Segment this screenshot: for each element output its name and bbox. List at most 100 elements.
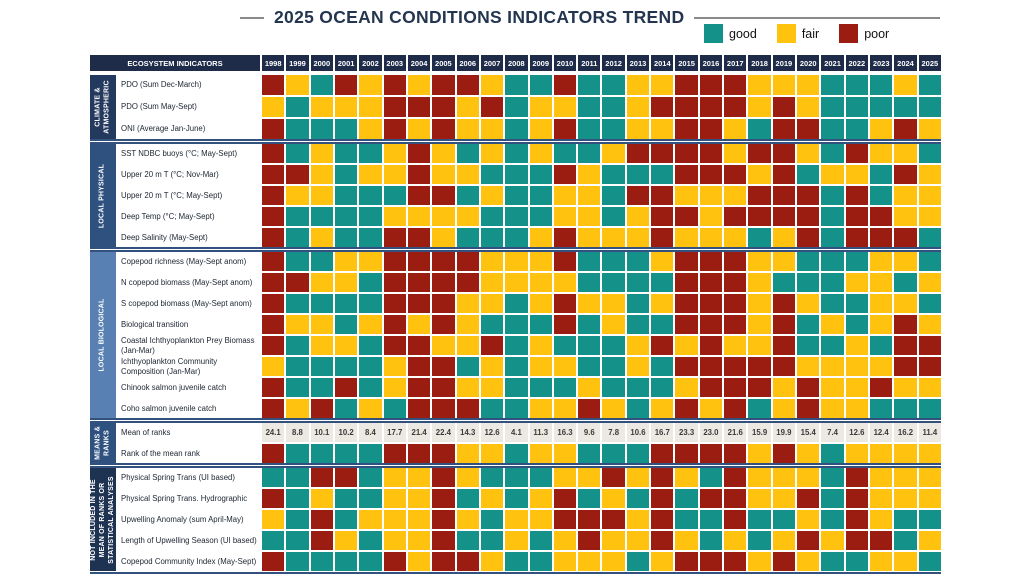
heatmap-cell-2002-good [359,552,382,571]
year-header-2001: 2001 [334,55,358,71]
heatmap-cell-2008-fair [505,531,528,550]
heatmap-cell-2005-poor [432,552,455,571]
row-label-deep-salinity-may-sept: Deep Salinity (May-Sept) [121,232,208,242]
heatmap-cell-2011-poor [578,399,601,418]
row-label-copepod-richness-may-sept-anom: Copepod richness (May-Sept anom) [121,256,247,266]
heatmap-cell-1998-poor [262,119,285,139]
heatmap-cell-2020-fair [797,294,820,313]
heatmap-cell-2002-fair [359,252,382,271]
heatmap-cell-2011-good [578,315,601,334]
mean-rank-value-2003: 17.7 [383,423,406,442]
heatmap-cell-2015-fair [675,186,698,205]
heatmap-cell-2005-poor [432,357,455,376]
heatmap-cell-2025-fair [918,186,941,205]
heatmap-cell-2022-good [845,119,869,139]
heatmap-cell-2015-fair [675,378,698,397]
mean-rank-value-2008: 4.1 [505,423,528,442]
heatmap-cell-2020-fair [797,357,820,376]
heatmap-cell-2016-poor [699,444,723,463]
heatmap-cell-2022-poor [845,144,869,163]
heatmap-cell-2001-good [334,186,358,205]
heatmap-cell-1999-good [286,252,309,271]
heatmap-cell-2010-fair [553,207,577,226]
year-header-2014: 2014 [651,55,674,71]
heatmap-cell-2024-fair [894,144,917,163]
heatmap-cell-2015-poor [675,75,698,95]
year-header-2021: 2021 [821,55,844,71]
heatmap-cell-2023-fair [870,552,893,571]
heatmap-cell-2008-good [505,378,528,397]
heatmap-cell-2013-good [626,294,650,313]
heatmap-cell-2004-poor [407,273,431,292]
heatmap-cell-2009-fair [529,357,552,376]
heatmap-cell-2025-good [918,228,941,247]
heatmap-cell-2001-fair [334,97,358,117]
heatmap-cell-2008-good [505,468,528,487]
legend-item-poor: poor [839,24,889,43]
heatmap-cell-2024-poor [894,165,917,184]
heatmap-cell-2010-fair [553,273,577,292]
heatmap-cell-2006-good [456,144,479,163]
heatmap-cell-2019-fair [772,378,796,397]
heatmap-cell-2023-good [870,165,893,184]
heatmap-cell-2024-poor [894,336,917,355]
heatmap-cell-2001-poor [334,75,358,95]
heatmap-cell-2018-poor [748,357,771,376]
year-header-2006: 2006 [456,55,479,71]
heatmap-cell-2010-fair [553,468,577,487]
heatmap-cell-2003-poor [383,252,406,271]
heatmap-cell-2002-good [359,144,382,163]
heatmap-cell-2019-poor [772,294,796,313]
heatmap-cell-1999-poor [286,273,309,292]
heatmap-cell-2003-fair [383,165,406,184]
heatmap-cell-2017-poor [724,75,747,95]
heatmap-cell-2015-poor [675,97,698,117]
heatmap-cell-2010-fair [553,444,577,463]
heatmap-cell-2011-fair [578,207,601,226]
heatmap-cell-2023-fair [870,252,893,271]
heatmap-cell-2015-poor [675,315,698,334]
heatmap-cell-2009-good [529,378,552,397]
heatmap-cell-2006-fair [456,315,479,334]
heatmap-cell-2025-good [918,97,941,117]
heatmap-cell-2014-good [651,378,674,397]
heatmap-cell-2009-fair [529,510,552,529]
heatmap-cell-2015-fair [675,468,698,487]
heatmap-cell-2022-good [845,552,869,571]
heatmap-cell-2007-fair [480,444,504,463]
heatmap-cell-2022-good [845,252,869,271]
heatmap-cell-2017-poor [724,468,747,487]
heatmap-cell-2001-good [334,399,358,418]
heatmap-cell-2022-poor [845,186,869,205]
heatmap-cell-2002-good [359,228,382,247]
heatmap-cell-2017-poor [724,165,747,184]
heatmap-cell-2024-good [894,510,917,529]
heatmap-cell-2006-good [456,357,479,376]
heatmap-cell-2016-poor [699,273,723,292]
mean-rank-value-2014: 16.7 [651,423,674,442]
heatmap-cell-2000-fair [310,489,333,508]
heatmap-cell-2025-fair [918,165,941,184]
heatmap-cell-2000-fair [310,186,333,205]
group-sidebar-not-included-in-the-mean-of-ranks-or-sta: NOT INCLUDED IN THE MEAN OF RANKS OR STA… [90,468,116,571]
heatmap-cell-2024-poor [894,228,917,247]
heatmap-cell-1999-good [286,357,309,376]
heatmap-cell-2015-poor [675,119,698,139]
row-label-rank-of-the-mean-rank: Rank of the mean rank [121,448,200,458]
heatmap-cell-2002-good [359,273,382,292]
heatmap-cell-2004-fair [407,531,431,550]
heatmap-cell-2012-fair [602,294,625,313]
heatmap-cell-1998-poor [262,165,285,184]
heatmap-cell-2010-good [553,144,577,163]
heatmap-cell-1999-good [286,468,309,487]
heatmap-cell-2004-poor [407,357,431,376]
heatmap-cell-2010-poor [553,75,577,95]
heatmap-cell-2001-good [334,165,358,184]
heatmap-cell-2018-fair [748,489,771,508]
heatmap-cell-2018-fair [748,444,771,463]
heatmap-cell-1998-good [262,531,285,550]
heatmap-cell-2000-fair [310,228,333,247]
heatmap-cell-2018-fair [748,165,771,184]
mean-rank-value-2000: 10.1 [310,423,333,442]
heatmap-cell-2016-poor [699,165,723,184]
